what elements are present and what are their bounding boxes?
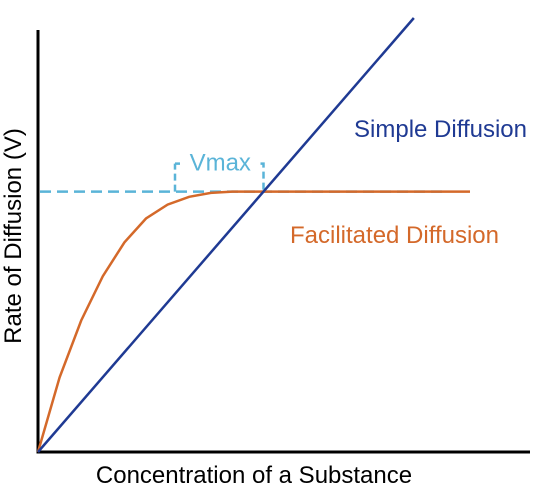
series-simple-diffusion-line [37, 17, 415, 453]
vmax-label: Vmax [190, 150, 251, 177]
series-label-simple-diffusion: Simple Diffusion [354, 116, 527, 143]
x-axis-label: Concentration of a Substance [96, 462, 412, 489]
series-facilitated-diffusion-line [36, 190, 470, 453]
vmax-bracket [173, 162, 265, 192]
series-label-facilitated-diffusion: Facilitated Diffusion [290, 222, 499, 249]
y-axis-label: Rate of Diffusion (V) [0, 128, 27, 344]
